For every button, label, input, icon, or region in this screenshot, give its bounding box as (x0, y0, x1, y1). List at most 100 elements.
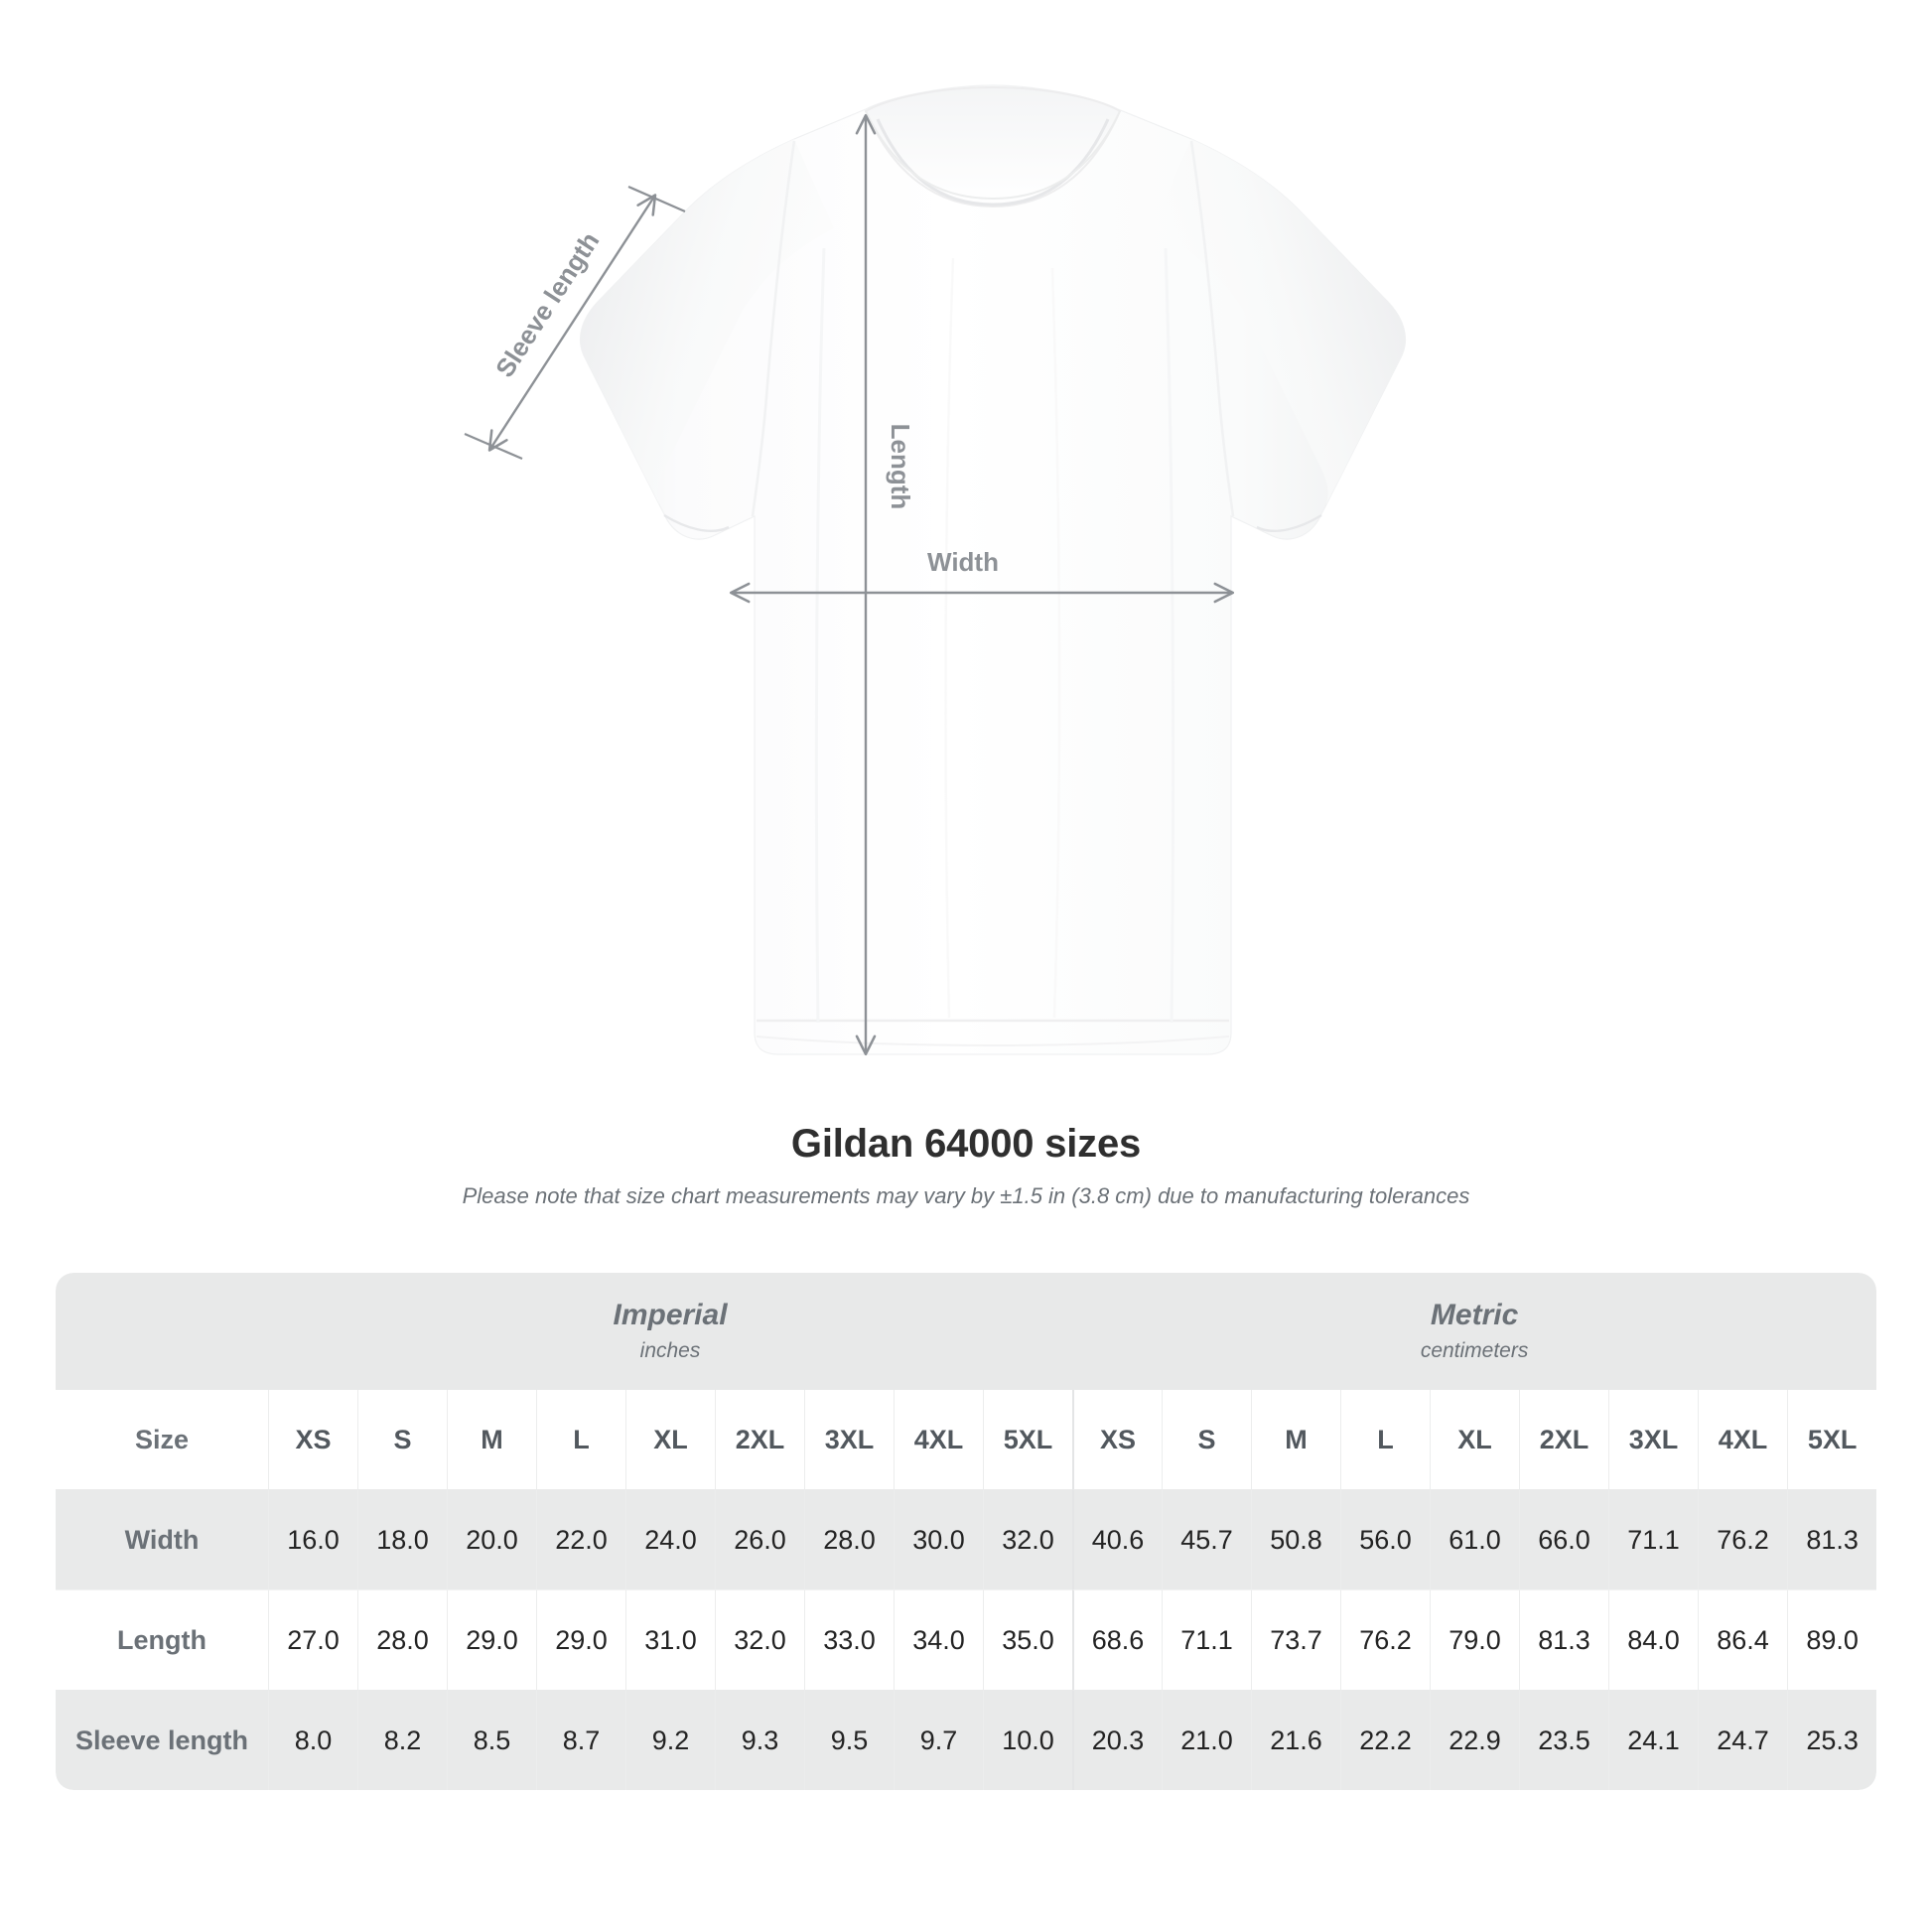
cell-length-metric-m: 73.7 (1251, 1589, 1341, 1690)
cell-length-metric-4xl: 86.4 (1698, 1589, 1788, 1690)
cell-length-metric-s: 71.1 (1162, 1589, 1252, 1690)
chart-heading: Gildan 64000 sizes Please note that size… (0, 1120, 1932, 1209)
cell-length-metric-3xl: 84.0 (1608, 1589, 1699, 1690)
unit-group-imperial: Imperial inches (268, 1273, 1073, 1390)
cell-sleeve-imperial-3xl: 9.5 (804, 1690, 894, 1790)
width-label: Width (927, 547, 999, 577)
width-dimension: Width (729, 547, 1235, 604)
cell-width-imperial-s: 18.0 (357, 1489, 447, 1589)
unit-group-imperial-sub: inches (639, 1338, 701, 1362)
row-label-length: Length (56, 1589, 268, 1690)
cell-width-imperial-l: 22.0 (536, 1489, 625, 1589)
tolerance-note: Please note that size chart measurements… (462, 1183, 1470, 1208)
cell-sleeve-imperial-s: 8.2 (357, 1690, 447, 1790)
cell-width-imperial-xs: 16.0 (268, 1489, 357, 1589)
table-row: Width 16.0 18.0 20.0 22.0 24.0 26.0 28.0… (56, 1489, 1877, 1589)
cell-width-metric-l: 56.0 (1340, 1489, 1431, 1589)
unit-group-metric: Metric centimeters (1072, 1273, 1877, 1390)
size-header-metric-3xl: 3XL (1608, 1390, 1699, 1489)
size-header-metric-4xl: 4XL (1698, 1390, 1788, 1489)
size-header-label: Size (56, 1390, 268, 1489)
cell-width-metric-m: 50.8 (1251, 1489, 1341, 1589)
cell-width-metric-5xl: 81.3 (1787, 1489, 1877, 1589)
cell-length-imperial-l: 29.0 (536, 1589, 625, 1690)
size-header-metric-5xl: 5XL (1787, 1390, 1877, 1489)
size-chart-table-container: Imperial inches Metric centimeters Size … (56, 1273, 1877, 1790)
cell-length-metric-xl: 79.0 (1430, 1589, 1520, 1690)
cell-width-imperial-5xl: 32.0 (983, 1489, 1073, 1589)
tshirt-shape (579, 84, 1407, 1055)
row-label-width: Width (56, 1489, 268, 1589)
size-header-imperial-4xl: 4XL (894, 1390, 983, 1489)
cell-sleeve-metric-xs: 20.3 (1072, 1690, 1163, 1790)
cell-sleeve-imperial-xs: 8.0 (268, 1690, 357, 1790)
cell-width-imperial-m: 20.0 (447, 1489, 536, 1589)
unit-group-imperial-name: Imperial (613, 1299, 728, 1332)
cell-width-imperial-xl: 24.0 (625, 1489, 715, 1589)
cell-length-imperial-5xl: 35.0 (983, 1589, 1073, 1690)
cell-sleeve-metric-s: 21.0 (1162, 1690, 1252, 1790)
size-chart-table: Imperial inches Metric centimeters Size … (56, 1273, 1877, 1790)
length-label: Length (886, 424, 915, 510)
cell-length-metric-l: 76.2 (1340, 1589, 1431, 1690)
size-header-imperial-2xl: 2XL (715, 1390, 804, 1489)
size-header-metric-l: L (1340, 1390, 1431, 1489)
unit-header-row: Imperial inches Metric centimeters (56, 1273, 1877, 1390)
cell-length-imperial-xs: 27.0 (268, 1589, 357, 1690)
cell-sleeve-imperial-5xl: 10.0 (983, 1690, 1073, 1790)
cell-sleeve-metric-2xl: 23.5 (1519, 1690, 1609, 1790)
size-header-row: Size XS S M L XL 2XL 3XL 4XL 5XL XS S M … (56, 1390, 1877, 1489)
size-header-metric-2xl: 2XL (1519, 1390, 1609, 1489)
cell-width-metric-2xl: 66.0 (1519, 1489, 1609, 1589)
size-header-imperial-xs: XS (268, 1390, 357, 1489)
cell-length-imperial-m: 29.0 (447, 1589, 536, 1690)
cell-width-metric-3xl: 71.1 (1608, 1489, 1699, 1589)
table-row: Length 27.0 28.0 29.0 29.0 31.0 32.0 33.… (56, 1589, 1877, 1690)
cell-width-metric-4xl: 76.2 (1698, 1489, 1788, 1589)
size-header-metric-xs: XS (1072, 1390, 1163, 1489)
cell-length-imperial-xl: 31.0 (625, 1589, 715, 1690)
cell-length-imperial-4xl: 34.0 (894, 1589, 983, 1690)
size-header-imperial-3xl: 3XL (804, 1390, 894, 1489)
cell-sleeve-imperial-xl: 9.2 (625, 1690, 715, 1790)
cell-length-metric-xs: 68.6 (1072, 1589, 1163, 1690)
size-header-metric-s: S (1162, 1390, 1252, 1489)
cell-sleeve-imperial-2xl: 9.3 (715, 1690, 804, 1790)
size-header-imperial-l: L (536, 1390, 625, 1489)
page-title: Gildan 64000 sizes (790, 1122, 1142, 1166)
unit-group-metric-sub: centimeters (1420, 1338, 1529, 1362)
size-header-metric-m: M (1251, 1390, 1341, 1489)
cell-length-metric-2xl: 81.3 (1519, 1589, 1609, 1690)
cell-width-metric-s: 45.7 (1162, 1489, 1252, 1589)
cell-length-metric-5xl: 89.0 (1787, 1589, 1877, 1690)
cell-width-imperial-3xl: 28.0 (804, 1489, 894, 1589)
cell-sleeve-metric-m: 21.6 (1251, 1690, 1341, 1790)
tshirt-diagram: Length Width Sleeve length (464, 84, 1407, 1056)
cell-sleeve-metric-5xl: 25.3 (1787, 1690, 1877, 1790)
cell-sleeve-metric-l: 22.2 (1340, 1690, 1431, 1790)
size-header-metric-xl: XL (1430, 1390, 1520, 1489)
sleeve-top-tick (627, 185, 686, 213)
cell-width-imperial-2xl: 26.0 (715, 1489, 804, 1589)
cell-width-metric-xl: 61.0 (1430, 1489, 1520, 1589)
cell-sleeve-metric-4xl: 24.7 (1698, 1690, 1788, 1790)
size-header-imperial-m: M (447, 1390, 536, 1489)
sleeve-length-arrow (487, 194, 657, 452)
cell-length-imperial-3xl: 33.0 (804, 1589, 894, 1690)
cell-sleeve-imperial-4xl: 9.7 (894, 1690, 983, 1790)
unit-group-metric-name: Metric (1430, 1299, 1519, 1332)
cell-sleeve-metric-3xl: 24.1 (1608, 1690, 1699, 1790)
cell-sleeve-imperial-m: 8.5 (447, 1690, 536, 1790)
cell-sleeve-metric-xl: 22.9 (1430, 1690, 1520, 1790)
tshirt-illustration: Length Width Sleeve length (464, 84, 1407, 1056)
unit-row-spacer (56, 1273, 268, 1390)
row-label-sleeve-length: Sleeve length (56, 1690, 268, 1790)
cell-width-imperial-4xl: 30.0 (894, 1489, 983, 1589)
cell-width-metric-xs: 40.6 (1072, 1489, 1163, 1589)
size-header-imperial-s: S (357, 1390, 447, 1489)
table-row: Sleeve length 8.0 8.2 8.5 8.7 9.2 9.3 9.… (56, 1690, 1877, 1790)
cell-length-imperial-2xl: 32.0 (715, 1589, 804, 1690)
cell-sleeve-imperial-l: 8.7 (536, 1690, 625, 1790)
cell-length-imperial-s: 28.0 (357, 1589, 447, 1690)
size-header-imperial-5xl: 5XL (983, 1390, 1073, 1489)
